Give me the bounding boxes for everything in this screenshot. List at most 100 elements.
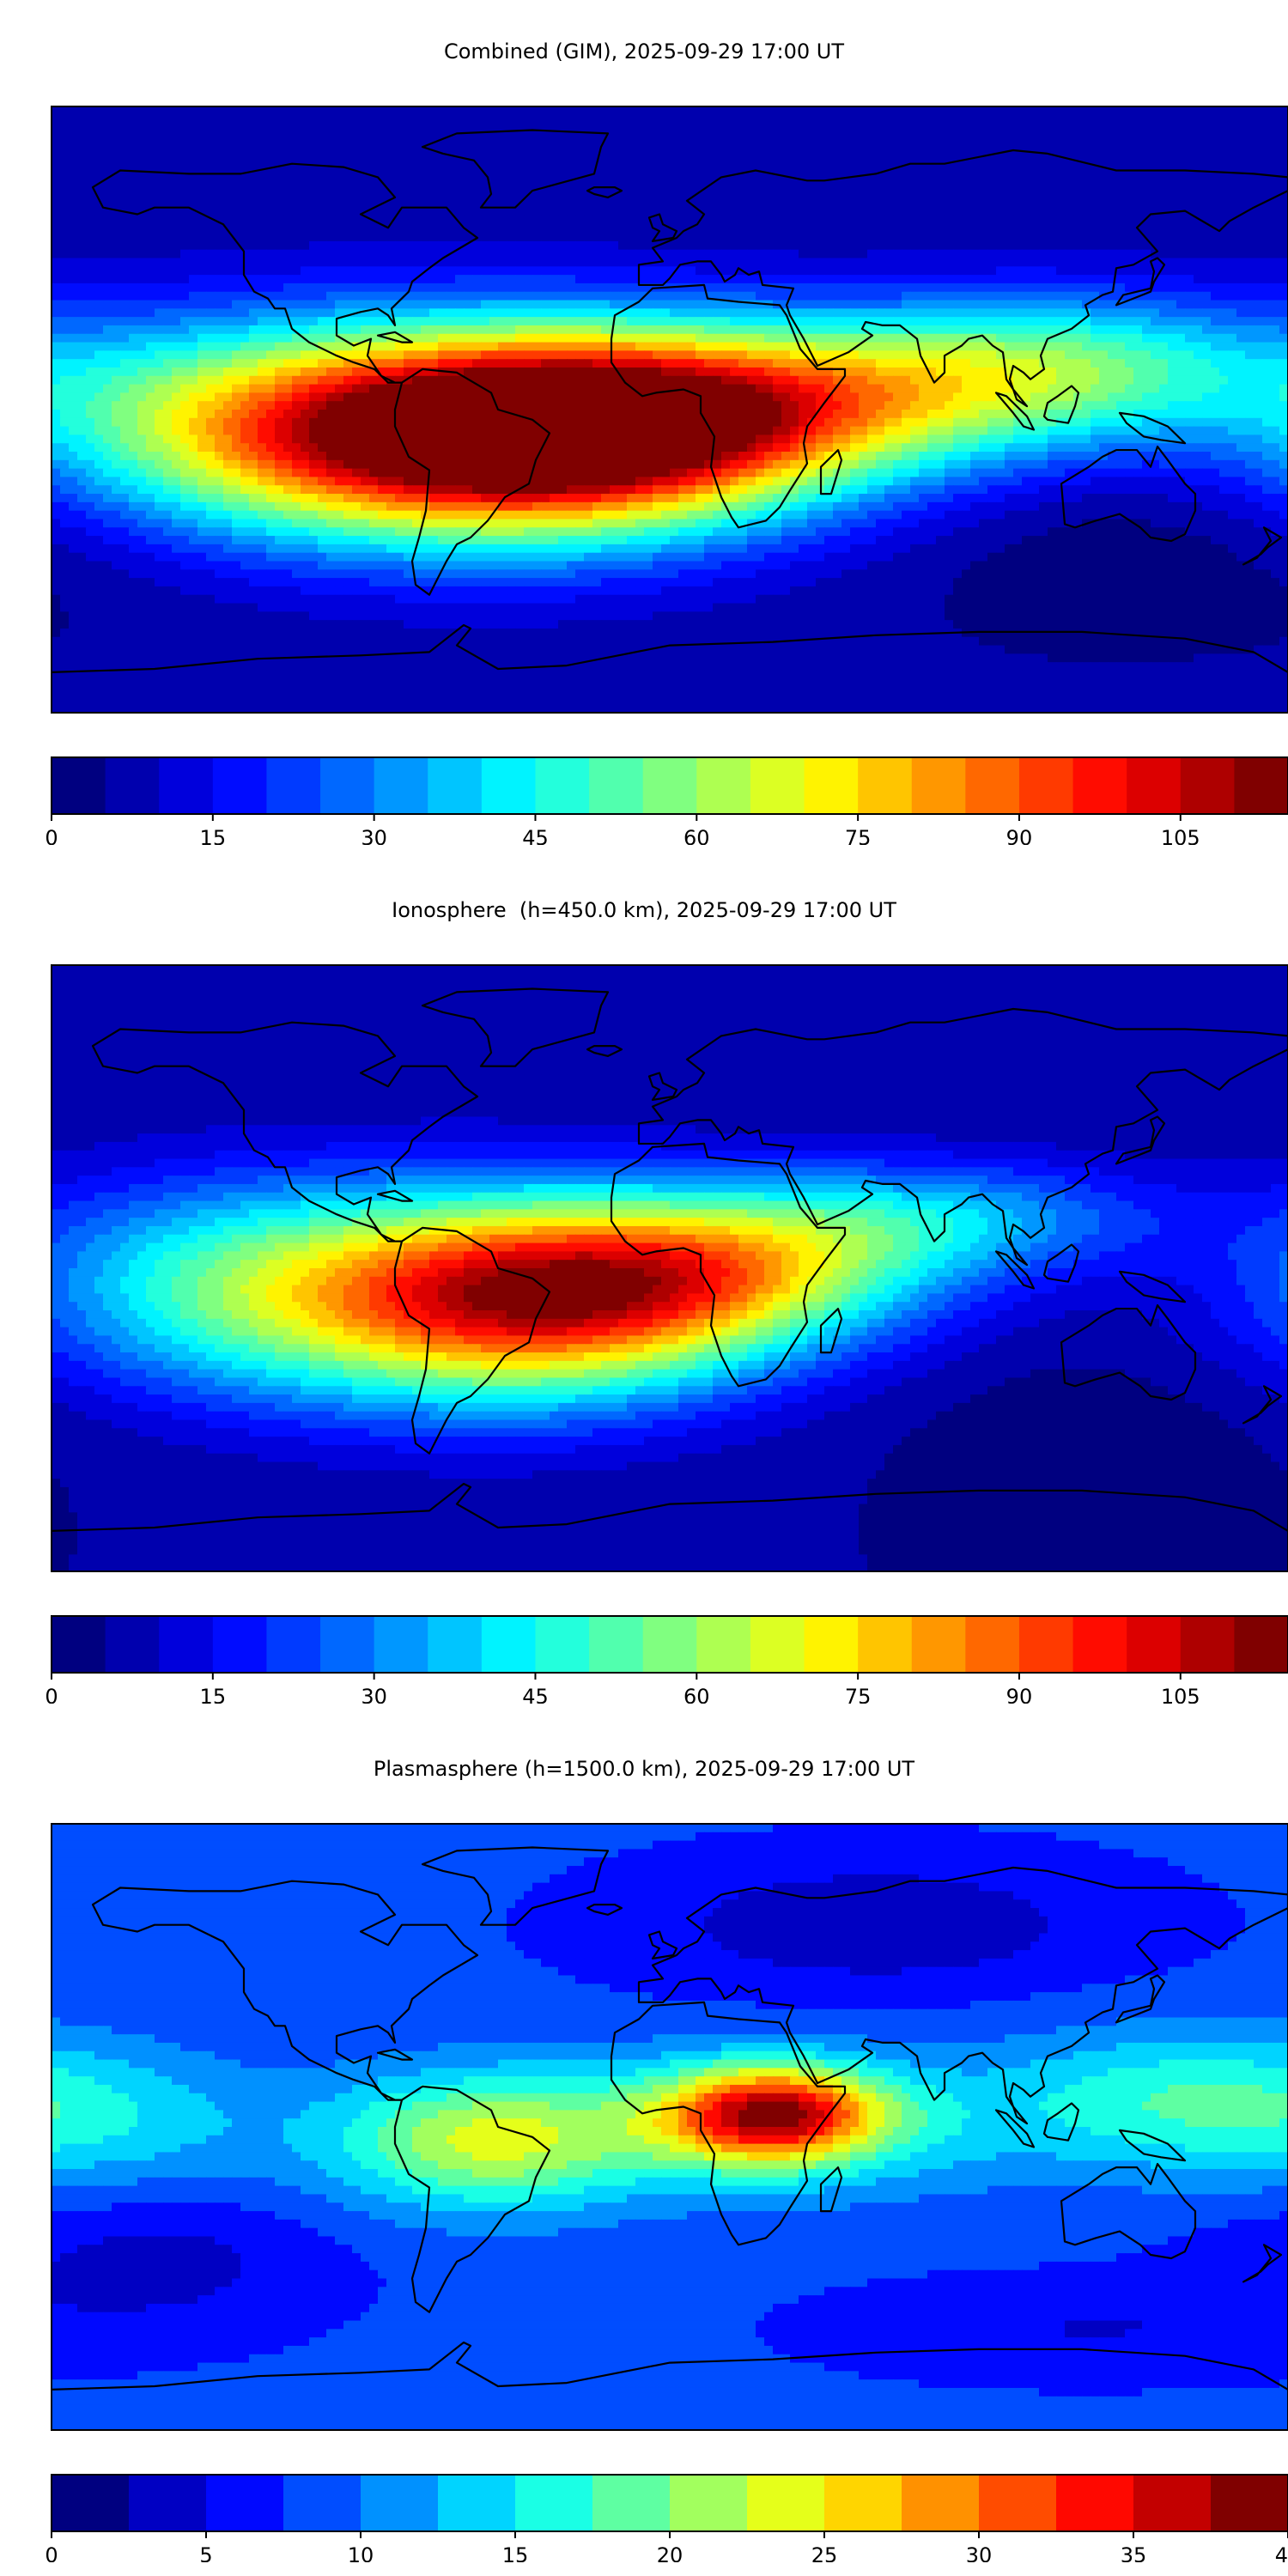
- heatmap-cell: [369, 156, 379, 167]
- heatmap-cell: [352, 249, 361, 259]
- heatmap-cell: [756, 308, 765, 318]
- heatmap-cell: [721, 165, 731, 175]
- heatmap-cell: [352, 291, 361, 301]
- heatmap-cell: [77, 207, 87, 217]
- heatmap-cell: [807, 291, 817, 301]
- heatmap-cell: [215, 156, 224, 167]
- heatmap-cell: [919, 283, 928, 293]
- heatmap-cell: [756, 140, 765, 149]
- heatmap-cell: [601, 342, 611, 351]
- heatmap-cell: [910, 224, 920, 234]
- heatmap-cell: [807, 392, 817, 402]
- heatmap-cell: [936, 342, 945, 351]
- heatmap-cell: [1219, 240, 1229, 251]
- heatmap-cell: [378, 233, 387, 242]
- heatmap-cell: [1065, 233, 1074, 242]
- heatmap-cell: [1099, 291, 1109, 301]
- heatmap-cell: [902, 216, 911, 225]
- heatmap-cell: [172, 233, 181, 242]
- heatmap-cell: [678, 283, 688, 293]
- heatmap-cell: [764, 333, 774, 343]
- heatmap-cell: [850, 392, 860, 402]
- heatmap-cell: [60, 106, 70, 116]
- heatmap-cell: [721, 367, 731, 377]
- heatmap-cell: [584, 325, 593, 335]
- heatmap-cell: [1125, 233, 1134, 242]
- heatmap-cell: [1271, 165, 1280, 175]
- heatmap-cell: [1108, 275, 1117, 284]
- heatmap-cell: [1048, 182, 1057, 191]
- heatmap-cell: [52, 384, 61, 393]
- heatmap-cell: [1056, 165, 1066, 175]
- heatmap-cell: [301, 165, 310, 175]
- heatmap-cell: [678, 240, 688, 251]
- heatmap-cell: [1219, 123, 1229, 133]
- heatmap-cell: [1245, 233, 1255, 242]
- heatmap-cell: [1108, 384, 1117, 393]
- heatmap-cell: [532, 266, 542, 276]
- heatmap-cell: [704, 350, 714, 360]
- heatmap-cell: [472, 106, 482, 116]
- heatmap-cell: [884, 317, 894, 326]
- heatmap-cell: [953, 216, 963, 225]
- heatmap-cell: [1048, 342, 1057, 351]
- heatmap-cell: [1125, 317, 1134, 326]
- heatmap-cell: [146, 191, 155, 200]
- heatmap-cell: [850, 216, 860, 225]
- heatmap-cell: [283, 308, 293, 318]
- heatmap-cell: [481, 275, 490, 284]
- heatmap-cell: [69, 275, 78, 284]
- heatmap-cell: [352, 392, 361, 402]
- heatmap-cell: [996, 325, 1005, 335]
- heatmap-cell: [1202, 384, 1212, 393]
- heatmap-cell: [421, 123, 430, 133]
- heatmap-cell: [644, 317, 653, 326]
- heatmap-cell: [833, 317, 842, 326]
- heatmap-cell: [601, 325, 611, 335]
- heatmap-cell: [936, 207, 945, 217]
- heatmap-cell: [850, 367, 860, 377]
- heatmap-cell: [1142, 359, 1151, 368]
- heatmap-cell: [1211, 291, 1220, 301]
- heatmap-cell: [1228, 149, 1237, 158]
- heatmap-cell: [902, 283, 911, 293]
- heatmap-cell: [1236, 384, 1246, 393]
- heatmap-cell: [962, 149, 971, 158]
- heatmap-cell: [558, 367, 568, 377]
- heatmap-cell: [670, 392, 679, 402]
- heatmap-cell: [1142, 325, 1151, 335]
- heatmap-cell: [361, 106, 370, 116]
- heatmap-cell: [1056, 325, 1066, 335]
- heatmap-cell: [653, 207, 662, 217]
- heatmap-cell: [661, 266, 671, 276]
- heatmap-cell: [137, 156, 147, 167]
- heatmap-cell: [575, 333, 585, 343]
- heatmap-cell: [610, 224, 619, 234]
- heatmap-cell: [94, 291, 104, 301]
- heatmap-cell: [60, 140, 70, 149]
- heatmap-cell: [653, 291, 662, 301]
- heatmap-cell: [713, 224, 722, 234]
- heatmap-cell: [799, 275, 808, 284]
- heatmap-cell: [781, 291, 791, 301]
- heatmap-cell: [94, 182, 104, 191]
- heatmap-cell: [498, 207, 507, 217]
- heatmap-cell: [884, 224, 894, 234]
- heatmap-cell: [567, 114, 576, 125]
- heatmap-cell: [1142, 156, 1151, 167]
- heatmap-cell: [902, 149, 911, 158]
- heatmap-cell: [1048, 333, 1057, 343]
- heatmap-cell: [558, 224, 568, 234]
- heatmap-cell: [567, 266, 576, 276]
- chart-title: Combined (GIM), 2025-09-29 17:00 UT: [0, 34, 1288, 69]
- heatmap-cell: [738, 342, 748, 351]
- heatmap-cell: [1082, 350, 1091, 360]
- heatmap-cell: [120, 317, 130, 326]
- heatmap-cell: [876, 392, 885, 402]
- heatmap-cell: [206, 131, 216, 141]
- heatmap-cell: [799, 375, 808, 386]
- heatmap-cell: [653, 114, 662, 125]
- heatmap-cell: [876, 283, 885, 293]
- heatmap-cell: [361, 191, 370, 200]
- heatmap-cell: [1176, 191, 1186, 200]
